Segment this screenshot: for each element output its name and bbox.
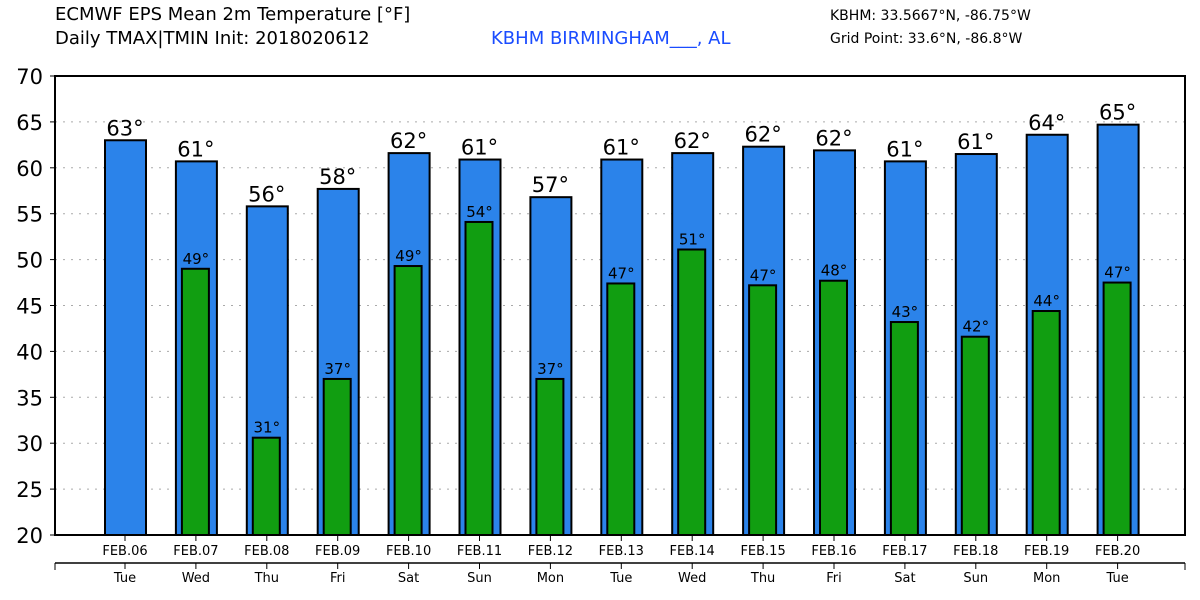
tmax-label: 65° bbox=[1099, 101, 1136, 125]
tmin-label: 49° bbox=[183, 250, 210, 268]
x-day-label: Wed bbox=[678, 571, 706, 586]
x-day-label: Sun bbox=[467, 571, 492, 586]
x-day-label: Tue bbox=[113, 571, 136, 586]
x-day-label: Sun bbox=[963, 571, 988, 586]
x-date-label: FEB.12 bbox=[528, 544, 573, 559]
tmax-label: 63° bbox=[106, 116, 143, 140]
y-tick-label: 65 bbox=[16, 111, 43, 135]
tmin-bar bbox=[819, 279, 848, 536]
tmin-bar bbox=[180, 267, 210, 536]
y-tick-label: 20 bbox=[16, 524, 43, 548]
x-day-label: Fri bbox=[826, 571, 842, 586]
tmin-bar bbox=[677, 248, 707, 536]
tmax-label: 58° bbox=[319, 165, 356, 189]
x-date-label: FEB.08 bbox=[244, 544, 289, 559]
tmin-label: 37° bbox=[324, 360, 351, 378]
x-date-label: FEB.15 bbox=[740, 544, 785, 559]
x-day-label: Sat bbox=[398, 571, 419, 586]
tmax-label: 62° bbox=[815, 126, 852, 150]
x-date-label: FEB.13 bbox=[599, 544, 644, 559]
y-tick-label: 30 bbox=[16, 432, 43, 456]
tmin-label: 31° bbox=[254, 419, 281, 437]
chart-subtitle: Daily TMAX|TMIN Init: 2018020612 bbox=[55, 28, 370, 49]
y-tick-label: 60 bbox=[16, 157, 43, 181]
tmin-bar bbox=[464, 220, 494, 536]
tmax-bar bbox=[104, 139, 147, 536]
station-coords: KBHM: 33.5667°N, -86.75°W bbox=[830, 8, 1031, 24]
tmin-label: 44° bbox=[1033, 292, 1060, 310]
x-date-label: FEB.14 bbox=[670, 544, 715, 559]
x-day-label: Sat bbox=[894, 571, 915, 586]
x-day-label: Mon bbox=[1033, 571, 1060, 586]
tmin-bar bbox=[1031, 310, 1061, 536]
tmin-label: 42° bbox=[963, 318, 990, 336]
x-day-label: Wed bbox=[182, 571, 210, 586]
x-day-label: Mon bbox=[537, 571, 564, 586]
tmax-label: 56° bbox=[248, 182, 285, 206]
tmin-bar bbox=[322, 377, 352, 536]
chart-title: ECMWF EPS Mean 2m Temperature [°F] bbox=[55, 4, 411, 25]
x-date-label: FEB.09 bbox=[315, 544, 360, 559]
tmax-label: 61° bbox=[177, 137, 214, 161]
plot-frame bbox=[54, 75, 1186, 536]
x-day-label: Tue bbox=[1105, 571, 1128, 586]
x-date-label: FEB.16 bbox=[811, 544, 856, 559]
y-tick-label: 55 bbox=[16, 203, 43, 227]
y-tick-label: 35 bbox=[16, 386, 43, 410]
x-date-label: FEB.17 bbox=[882, 544, 927, 559]
x-date-label: FEB.06 bbox=[102, 544, 147, 559]
tmin-bar bbox=[748, 284, 778, 536]
tmax-label: 61° bbox=[957, 130, 994, 154]
tmin-label: 47° bbox=[750, 266, 777, 284]
tmin-label: 49° bbox=[395, 247, 422, 265]
x-date-label: FEB.18 bbox=[953, 544, 998, 559]
y-tick-label: 70 bbox=[16, 65, 43, 89]
tmin-label: 47° bbox=[1104, 264, 1131, 282]
tmin-bar bbox=[535, 377, 565, 536]
tmax-label: 64° bbox=[1028, 111, 1065, 135]
x-date-label: FEB.10 bbox=[386, 544, 431, 559]
tmin-label: 43° bbox=[892, 303, 919, 321]
tmin-bar bbox=[606, 282, 636, 536]
y-tick-label: 40 bbox=[16, 340, 43, 364]
tmax-label: 61° bbox=[603, 136, 640, 160]
x-date-label: FEB.07 bbox=[173, 544, 218, 559]
grid-point: Grid Point: 33.6°N, -86.8°W bbox=[830, 31, 1023, 47]
tmin-label: 54° bbox=[466, 203, 493, 221]
tmax-label: 62° bbox=[390, 129, 427, 153]
x-day-label: Tue bbox=[609, 571, 632, 586]
tmin-label: 51° bbox=[679, 231, 706, 249]
x-day-label: Thu bbox=[254, 571, 279, 586]
tmax-label: 62° bbox=[674, 129, 711, 153]
y-tick-label: 25 bbox=[16, 478, 43, 502]
tmax-label: 57° bbox=[532, 173, 569, 197]
tmax-label: 61° bbox=[461, 136, 498, 160]
x-date-label: FEB.20 bbox=[1095, 544, 1140, 559]
tmin-bar bbox=[1102, 281, 1132, 536]
tmax-label: 62° bbox=[744, 123, 781, 147]
tmin-bar bbox=[960, 335, 990, 536]
tmax-label: 61° bbox=[886, 137, 923, 161]
x-date-label: FEB.11 bbox=[457, 544, 502, 559]
tmin-bar bbox=[251, 436, 281, 536]
y-tick-label: 45 bbox=[16, 295, 43, 319]
y-tick-label: 50 bbox=[16, 249, 43, 273]
station-name: KBHM BIRMINGHAM___, AL bbox=[491, 28, 731, 49]
x-date-label: FEB.19 bbox=[1024, 544, 1069, 559]
tmin-label: 47° bbox=[608, 264, 635, 282]
tmin-label: 37° bbox=[537, 360, 564, 378]
tmin-label: 48° bbox=[821, 262, 848, 280]
tmin-bar bbox=[889, 321, 919, 536]
x-day-label: Thu bbox=[750, 571, 775, 586]
x-day-label: Fri bbox=[330, 571, 346, 586]
tmin-bar bbox=[393, 265, 423, 536]
